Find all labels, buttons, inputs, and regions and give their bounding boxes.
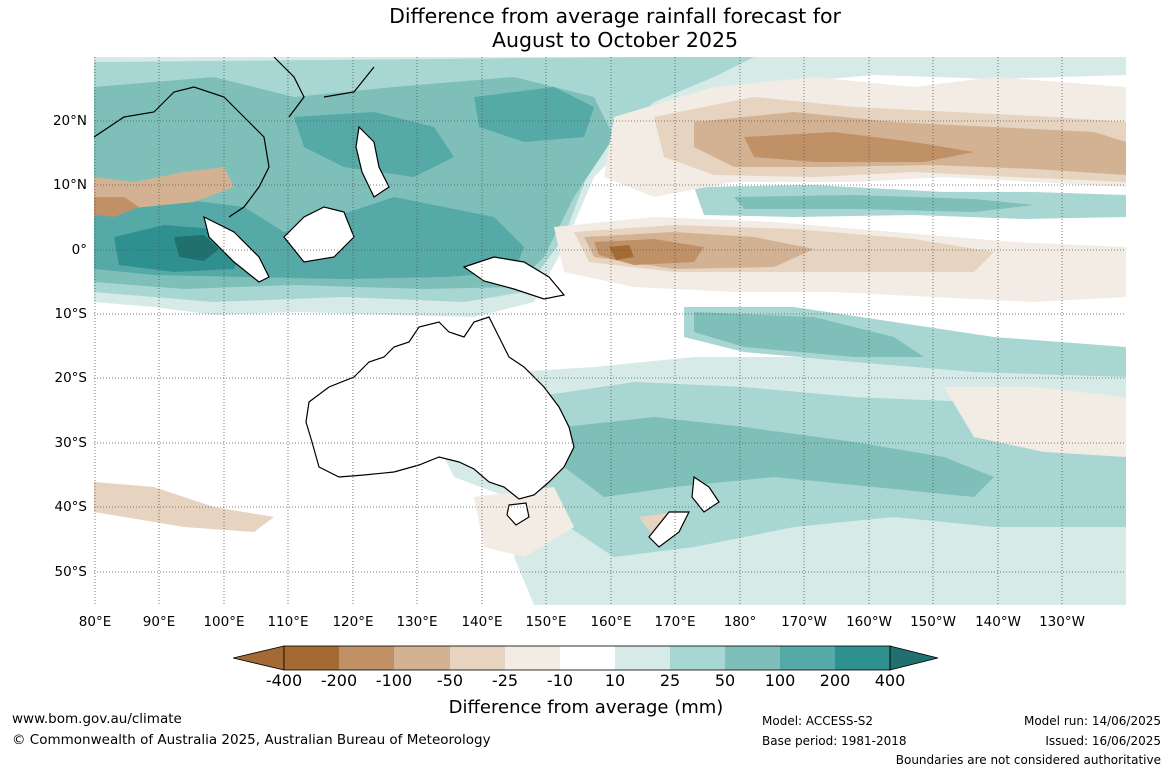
dry-anomaly-regions [94, 77, 1126, 557]
dry-region-south-pacific-light [474, 487, 574, 557]
lat-label-50s: 50°S [54, 564, 88, 580]
lon-label-140e: 140°E [461, 614, 503, 630]
lat-label-0: 0° [71, 242, 87, 258]
colorbar-label-200: 200 [819, 671, 851, 690]
lon-label-180: 180° [723, 614, 757, 630]
title-line-1: Difference from average rainfall forecas… [389, 4, 841, 28]
issued-text: Issued: 16/06/2025 [1045, 734, 1161, 748]
lat-label-30s: 30°S [54, 435, 88, 451]
new-zealand-south-coastline [648, 511, 690, 548]
borneo-coastline [283, 206, 355, 263]
colorbar-bin-neutral [560, 646, 615, 670]
lon-label-130w: 130°W [1039, 614, 1085, 630]
lon-label-110e: 110°E [267, 614, 309, 630]
lat-label-10s: 10°S [54, 306, 88, 322]
lat-label-10n: 10°N [52, 177, 87, 193]
colorbar-label-100: 100 [764, 671, 796, 690]
rainfall-map [94, 57, 1126, 605]
wet-region-north-pacific-100 [474, 87, 594, 142]
colorbar-bin-wet-10 [615, 646, 670, 670]
colorbar-label-neg25: -25 [491, 671, 519, 690]
lon-label-100e: 100°E [203, 614, 245, 630]
wet-region-itcz-stripe-100 [734, 195, 1034, 212]
colorbar-arrow-wet [889, 645, 939, 671]
tasmania-coastline [506, 502, 530, 526]
colorbar-label-50: 50 [714, 671, 736, 690]
copyright-text: © Commonwealth of Australia 2025, Austra… [12, 732, 491, 748]
base-period-text: Base period: 1981-2018 [762, 734, 907, 748]
lat-label-20s: 20°S [54, 370, 88, 386]
colorbar-bin-dry-50 [450, 646, 505, 670]
dry-region-bay-bengal [94, 197, 139, 217]
map-canvas [94, 57, 1126, 605]
lon-label-120e: 120°E [332, 614, 374, 630]
colorbar-bin-wet-100 [780, 646, 835, 670]
lon-label-170e: 170°E [654, 614, 696, 630]
colorbar-label-neg100: -100 [375, 671, 413, 690]
colorbar-bin-wet-25 [670, 646, 725, 670]
asia-mainland-coastline [94, 57, 375, 218]
dry-region-north-pacific-200 [744, 132, 974, 162]
colorbar-bin-wet-200 [835, 646, 890, 670]
colorbar-bin-dry-25 [505, 646, 560, 670]
colorbar-label-neg10: -10 [546, 671, 574, 690]
colorbar-label-400: 400 [874, 671, 906, 690]
philippines-coastline [355, 125, 390, 198]
colorbar-label-10: 10 [604, 671, 626, 690]
colorbar-bin-dry-200 [339, 646, 394, 670]
colorbar-title: Difference from average (mm) [448, 697, 724, 718]
dry-region-equatorial-400 [609, 245, 634, 260]
boundaries-disclaimer: Boundaries are not considered authoritat… [895, 753, 1161, 767]
sumatra-coastline [203, 215, 270, 283]
lon-label-160e: 160°E [590, 614, 632, 630]
colorbar-arrow-dry [233, 645, 285, 671]
colorbar-bin-dry-100 [394, 646, 450, 670]
australia-coastline [305, 316, 575, 500]
wet-region-central-pacific-50 [694, 312, 924, 357]
colorbar-label-neg400: -400 [265, 671, 303, 690]
graticule [94, 57, 1126, 605]
colorbar-label-25: 25 [659, 671, 681, 690]
lon-label-170w: 170°W [781, 614, 827, 630]
lon-label-160w: 160°W [846, 614, 892, 630]
colorbar-frame [283, 645, 891, 671]
model-text: Model: ACCESS-S2 [762, 714, 874, 728]
wet-region-south-pacific-50 [564, 417, 994, 497]
lon-label-150e: 150°E [525, 614, 567, 630]
wet-region-indian-400 [174, 235, 219, 261]
new-guinea-coastline [462, 256, 566, 300]
coastlines [94, 57, 720, 548]
colorbar [233, 645, 939, 671]
model-run-text: Model run: 14/06/2025 [1023, 714, 1161, 728]
title-line-2: August to October 2025 [491, 28, 739, 52]
lon-label-80e: 80°E [78, 614, 112, 630]
dry-region-southeast-pacific [944, 387, 1126, 457]
lat-label-40s: 40°S [54, 499, 88, 515]
lon-label-150w: 150°W [910, 614, 956, 630]
lon-label-130e: 130°E [396, 614, 438, 630]
colorbar-bin-wet-50 [725, 646, 780, 670]
lon-label-140w: 140°W [975, 614, 1021, 630]
map-title: Difference from average rainfall forecas… [0, 4, 1173, 52]
colorbar-label-neg200: -200 [320, 671, 358, 690]
lat-label-20n: 20°N [52, 113, 87, 129]
website-link[interactable]: www.bom.gov.au/climate [12, 711, 182, 727]
lon-label-90e: 90°E [142, 614, 176, 630]
colorbar-label-neg50: -50 [436, 671, 464, 690]
new-zealand-north-coastline [691, 475, 720, 513]
colorbar-bin-dry-400 [284, 646, 339, 670]
